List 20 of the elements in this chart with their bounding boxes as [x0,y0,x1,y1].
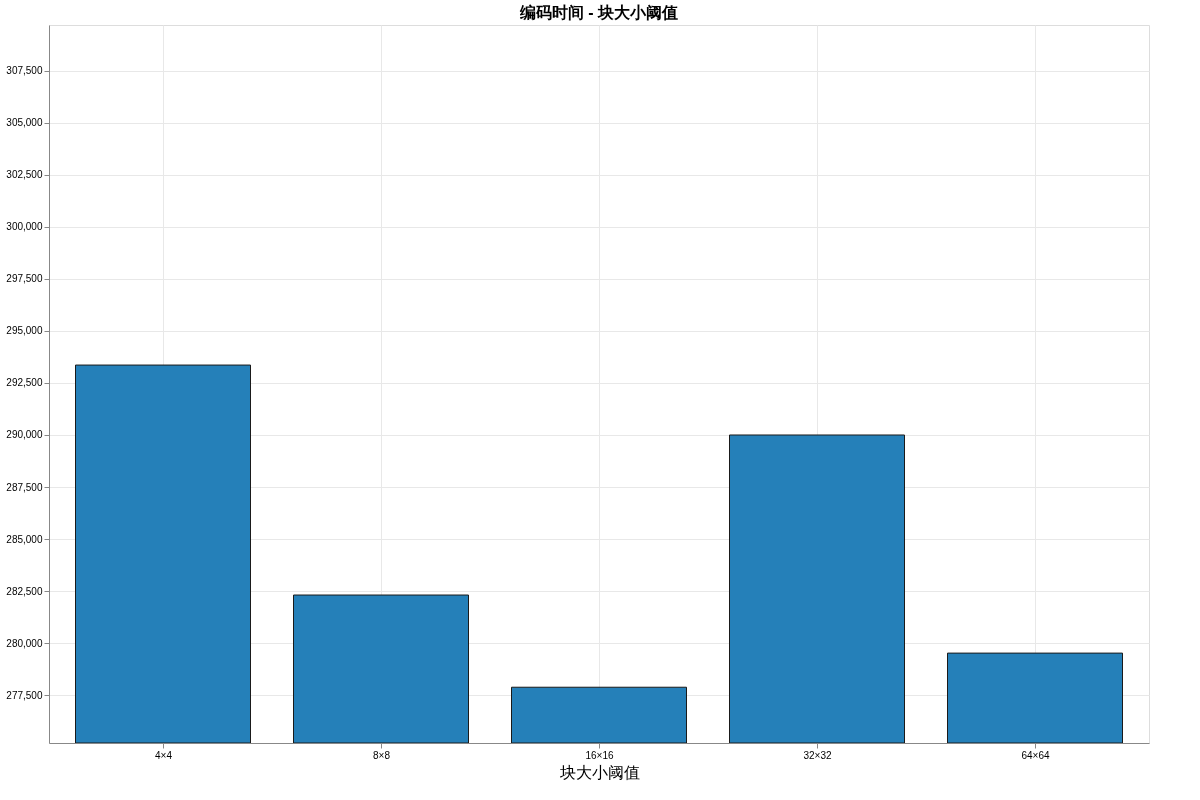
y-tick-label: 290,000 [6,429,43,441]
y-tick-label: 280,000 [6,637,43,649]
x-tick-label: 8×8 [373,749,391,761]
y-tick-label: 287,500 [6,481,43,493]
y-tick-label: 307,500 [6,65,43,77]
chart-title: 编码时间 - 块大小阈值 [518,4,679,21]
y-tick-label: 282,500 [6,585,43,597]
x-axis-title: 块大小阈值 [558,763,640,781]
y-tick-label: 305,000 [6,117,43,129]
y-tick-label: 277,500 [6,689,43,701]
x-tick-label: 16×16 [585,749,614,761]
y-tick-label: 297,500 [6,273,43,285]
x-tick-label: 4×4 [155,749,173,761]
x-tick-label: 64×64 [1021,749,1050,761]
y-tick-label: 285,000 [6,533,43,545]
x-tick-label: 32×32 [803,749,832,761]
y-tick-label: 295,000 [6,325,43,337]
y-tick-label: 292,500 [6,377,43,389]
y-tick-label: 302,500 [6,169,43,181]
y-tick-label: 300,000 [6,221,43,233]
